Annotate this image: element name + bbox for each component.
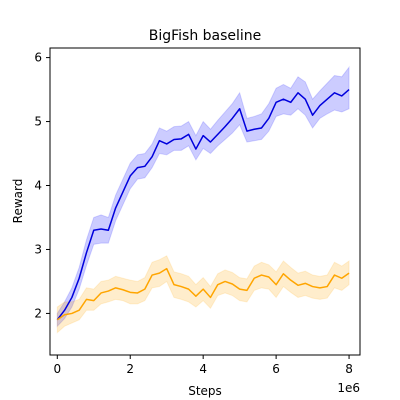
x-tick-label: 0 (53, 362, 61, 376)
y-tick-label: 2 (34, 306, 42, 320)
series-0-band (56, 65, 350, 328)
x-axis-label: Steps (188, 384, 222, 398)
y-axis-label: Reward (11, 179, 25, 224)
x-axis: 0 2 4 6 8 (53, 355, 353, 376)
series-0-line (56, 89, 350, 321)
plot-area (56, 65, 350, 334)
x-tick-label: 6 (272, 362, 280, 376)
x-tick-label: 4 (199, 362, 207, 376)
y-tick-label: 4 (34, 179, 42, 193)
y-axis: 2 3 4 5 6 (34, 51, 50, 320)
y-tick-label: 5 (34, 115, 42, 129)
series-1-band (56, 255, 350, 334)
y-tick-label: 3 (34, 242, 42, 256)
series-1-line (56, 267, 350, 321)
y-tick-label: 6 (34, 51, 42, 65)
x-offset-label: 1e6 (337, 381, 360, 395)
plot-frame (49, 47, 361, 356)
chart-title: BigFish baseline (149, 28, 262, 44)
x-tick-label: 8 (345, 362, 353, 376)
x-tick-label: 2 (126, 362, 134, 376)
